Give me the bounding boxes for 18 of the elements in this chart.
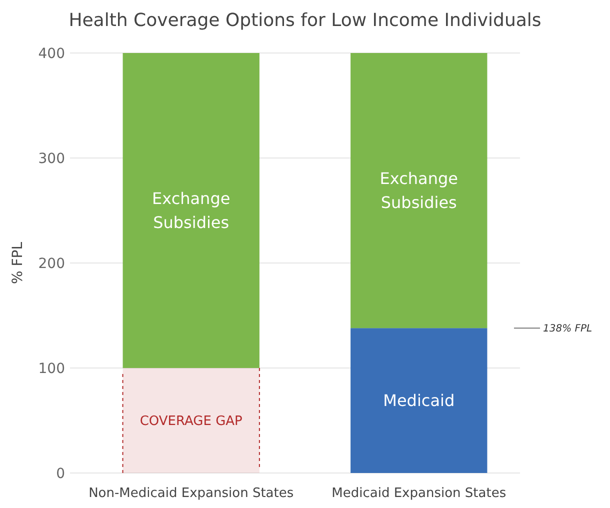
y-tick-label: 300 <box>38 150 65 167</box>
y-tick-label: 400 <box>38 46 65 62</box>
y-tick-label: 0 <box>56 466 65 482</box>
bar <box>122 368 260 474</box>
series-label: Exchange Subsidies <box>152 189 230 232</box>
text: Exchange Subsidies <box>380 169 458 212</box>
bar <box>350 53 488 328</box>
y-tick-label: 100 <box>38 360 65 377</box>
y-axis-title: % FPL <box>10 242 26 284</box>
chart-title: Health Coverage Options for Low Income Individuals <box>68 10 542 31</box>
x-tick-label: Non-Medicaid Expansion States <box>88 486 294 501</box>
x-tick-label: Medicaid Expansion States <box>332 486 506 501</box>
series-label: COVERAGE GAP <box>140 414 243 430</box>
y-tick-label: 200 <box>38 256 65 272</box>
bar <box>122 53 260 368</box>
ref-line-label: 138% FPL <box>543 324 592 335</box>
series-label: Medicaid <box>383 391 455 410</box>
bar <box>350 328 488 473</box>
